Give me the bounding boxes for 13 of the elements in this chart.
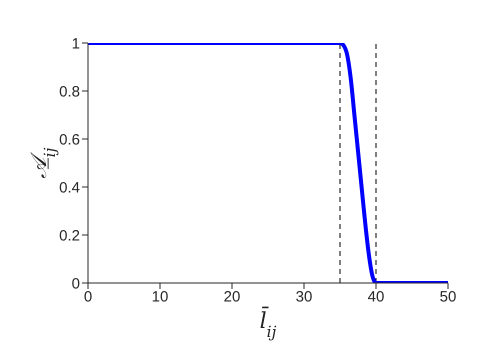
x-tick-label: 40	[368, 288, 384, 306]
y-tick-label: 0	[72, 275, 80, 292]
x-axis-title: l̄$_{ij}$	[260, 306, 277, 341]
y-tick-label: 0.2	[59, 227, 80, 244]
y-tick-label: 0.4	[59, 179, 80, 196]
x-tick-label: 30	[296, 288, 312, 306]
y-tick-label: 0.6	[59, 131, 80, 148]
y-tick-label: 1	[72, 35, 80, 52]
x-tick-label: 0	[84, 288, 92, 306]
y-tick-label: 0.8	[59, 83, 80, 100]
x-tick-label: 50	[440, 288, 456, 306]
x-tick-label: 10	[152, 288, 168, 306]
x-tick-label: 20	[224, 288, 240, 306]
